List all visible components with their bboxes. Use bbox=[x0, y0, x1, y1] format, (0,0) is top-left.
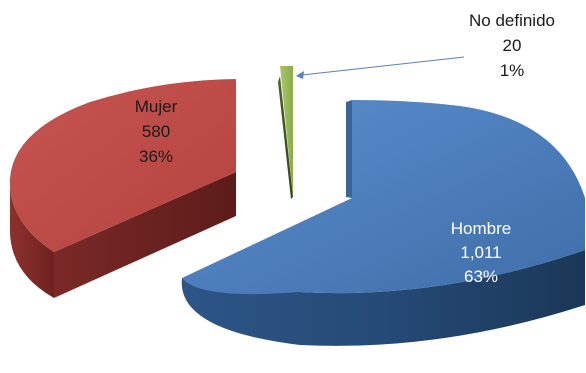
slice-hombre-side bbox=[181, 250, 585, 346]
slice-no-definido[interactable] bbox=[278, 66, 293, 199]
label-mujer-value: 580 bbox=[142, 122, 170, 141]
slice-mujer-side bbox=[9, 178, 54, 298]
label-no-definido-percent: 1% bbox=[500, 61, 525, 80]
label-no-definido-name: No definido bbox=[469, 11, 555, 30]
label-mujer-name: Mujer bbox=[135, 97, 178, 116]
slice-mujer-top bbox=[9, 79, 236, 252]
slice-no-definido-top bbox=[280, 66, 293, 197]
label-mujer-percent: 36% bbox=[139, 147, 173, 166]
slice-mujer[interactable] bbox=[9, 79, 236, 298]
slice-mujer-cut bbox=[54, 172, 236, 298]
slice-hombre-cut bbox=[346, 100, 352, 198]
slice-no-definido-side bbox=[278, 76, 293, 199]
label-hombre-value: 1,011 bbox=[460, 243, 501, 262]
label-no-definido-value: 20 bbox=[503, 36, 522, 55]
slice-hombre-top bbox=[182, 100, 585, 295]
label-hombre-name: Hombre bbox=[451, 219, 511, 238]
slice-hombre[interactable] bbox=[181, 100, 585, 346]
leader-line-no-definido bbox=[296, 56, 465, 79]
label-hombre-percent: 63% bbox=[464, 267, 498, 286]
